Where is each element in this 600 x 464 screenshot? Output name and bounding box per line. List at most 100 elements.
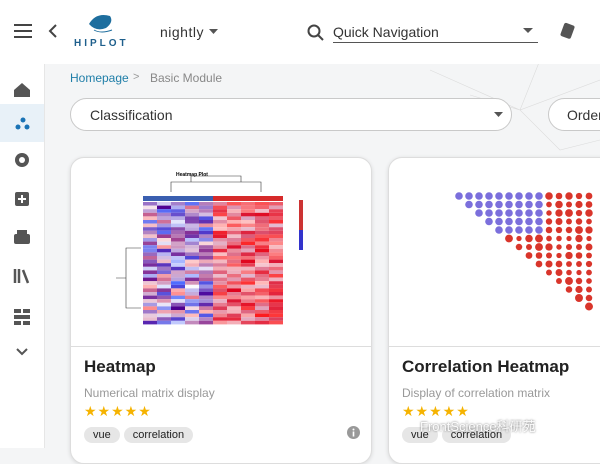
tag[interactable]: vue bbox=[402, 427, 438, 443]
heatmap-cell bbox=[227, 259, 241, 264]
heatmap-cell bbox=[227, 234, 241, 238]
heatmap-cell bbox=[185, 288, 199, 292]
correlation-dot bbox=[546, 210, 552, 216]
correlation-dot bbox=[586, 218, 592, 225]
version-select[interactable]: nightly bbox=[160, 24, 204, 40]
heatmap-cell bbox=[255, 212, 269, 217]
heatmap-cell bbox=[255, 302, 269, 307]
heatmap-cell bbox=[157, 212, 171, 217]
heatmap-cell bbox=[269, 306, 283, 310]
heatmap-cell bbox=[171, 205, 185, 210]
heatmap-cell bbox=[213, 320, 227, 325]
classification-label: Classification bbox=[90, 107, 173, 123]
correlation-dot bbox=[555, 200, 563, 209]
heatmap-cell bbox=[227, 310, 241, 314]
heatmap-cell bbox=[185, 295, 199, 300]
correlation-dot bbox=[505, 226, 513, 234]
menu-button[interactable] bbox=[14, 24, 32, 38]
heatmap-cell bbox=[185, 259, 199, 264]
heatmap-cell bbox=[157, 277, 171, 282]
correlation-dot bbox=[566, 235, 572, 242]
heatmap-cell bbox=[227, 320, 241, 325]
tag[interactable]: vue bbox=[84, 427, 120, 443]
heatmap-cell bbox=[171, 220, 185, 224]
heatmap-cell bbox=[213, 259, 227, 264]
correlation-dot bbox=[475, 192, 483, 200]
heatmap-cell bbox=[227, 205, 241, 210]
heatmap-cell bbox=[213, 299, 227, 303]
correlation-dot bbox=[545, 260, 553, 268]
order-select[interactable]: Order bbox=[548, 98, 600, 131]
heatmap-cell bbox=[255, 295, 269, 300]
heatmap-cell bbox=[143, 248, 157, 253]
correlation-dot bbox=[546, 269, 552, 276]
legend-bar bbox=[299, 230, 303, 250]
heatmap-cell bbox=[227, 274, 241, 278]
divider bbox=[389, 346, 600, 347]
breadcrumb-home[interactable]: Homepage bbox=[70, 71, 129, 85]
heatmap-cell bbox=[143, 202, 157, 206]
tag[interactable]: correlation bbox=[123, 427, 194, 443]
heatmap-cell bbox=[199, 306, 213, 310]
heatmap-cell bbox=[171, 256, 185, 260]
heatmap-cell bbox=[171, 212, 185, 217]
correlation-dot bbox=[485, 209, 493, 217]
heatmap-cell bbox=[241, 223, 255, 228]
heatmap-cell bbox=[255, 227, 269, 231]
search-input[interactable]: Quick Navigation bbox=[333, 24, 439, 40]
heatmap-cell bbox=[227, 317, 241, 321]
heatmap-cell bbox=[171, 295, 185, 300]
heatmap-cell bbox=[143, 299, 157, 303]
heatmap-cell bbox=[143, 277, 157, 282]
heatmap-cell bbox=[171, 284, 185, 289]
heatmap-cell bbox=[241, 248, 255, 253]
heatmap-cell bbox=[241, 238, 255, 242]
info-icon[interactable] bbox=[347, 426, 360, 439]
heatmap-cell bbox=[227, 238, 241, 242]
heatmap-cell bbox=[199, 288, 213, 292]
correlation-dot bbox=[575, 252, 583, 259]
correlation-dot bbox=[505, 217, 513, 226]
correlation-dot bbox=[525, 209, 533, 217]
correlation-dot bbox=[535, 252, 543, 259]
back-button[interactable] bbox=[48, 24, 58, 38]
heatmap-cell bbox=[199, 263, 213, 267]
heatmap-cell bbox=[255, 248, 269, 253]
heatmap-cell bbox=[185, 205, 199, 210]
heatmap-cell bbox=[241, 205, 255, 210]
correlation-dot bbox=[585, 243, 593, 251]
correlation-dot bbox=[566, 218, 572, 225]
tag[interactable]: correlation bbox=[441, 427, 512, 443]
heatmap-cell bbox=[199, 302, 213, 307]
annotation-cell bbox=[185, 196, 199, 201]
search-underline bbox=[333, 42, 538, 43]
heatmap-cell bbox=[199, 317, 213, 321]
correlation-dot bbox=[555, 269, 563, 276]
card[interactable]: Heatmap Plot Heatmap Numerical matrix di… bbox=[70, 157, 372, 464]
classification-select[interactable]: Classification bbox=[70, 98, 512, 131]
correlation-dot bbox=[585, 302, 593, 311]
heatmap-cell bbox=[255, 259, 269, 264]
heatmap-cell bbox=[213, 248, 227, 253]
heatmap-cell bbox=[241, 216, 255, 220]
heatmap-cell bbox=[143, 295, 157, 300]
heatmap-cell bbox=[157, 306, 171, 310]
correlation-dot bbox=[475, 200, 483, 209]
logo-text: HIPLOT bbox=[74, 38, 129, 49]
heatmap-cell bbox=[199, 209, 213, 213]
heatmap-cell bbox=[241, 241, 255, 246]
theme-icon[interactable] bbox=[559, 22, 577, 40]
correlation-dot bbox=[575, 209, 583, 217]
correlation-dot bbox=[546, 235, 552, 242]
sidebar-icons[interactable] bbox=[0, 64, 44, 448]
heatmap-cell bbox=[185, 270, 199, 274]
card-image: Heatmap Plot bbox=[116, 172, 303, 325]
correlation-dot bbox=[555, 226, 563, 234]
correlation-dot bbox=[545, 226, 553, 234]
correlation-dot bbox=[586, 252, 592, 259]
sidebar bbox=[0, 64, 45, 448]
heatmap-cell bbox=[213, 292, 227, 296]
card[interactable]: Correlation Heatmap Display of correlati… bbox=[388, 157, 600, 464]
correlation-dot bbox=[455, 192, 463, 200]
